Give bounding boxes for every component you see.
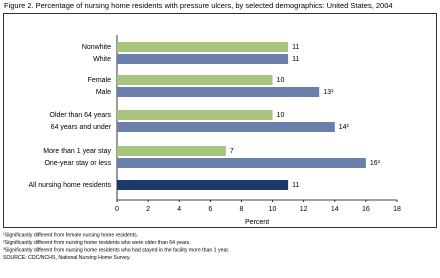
value-label: 13¹	[323, 89, 334, 96]
bar	[117, 158, 366, 168]
category-label: 64 years and under	[51, 124, 112, 131]
bar	[117, 54, 289, 64]
x-tick-label: 12	[300, 206, 308, 213]
bar	[117, 87, 320, 97]
value-label: 11	[292, 56, 299, 63]
x-tick-label: 0	[115, 206, 119, 213]
x-tick-label: 10	[269, 206, 277, 213]
bar	[117, 180, 289, 190]
chart-title: Figure 2. Percentage of nursing home res…	[4, 1, 393, 10]
chart-frame	[3, 13, 437, 228]
category-label: Female	[88, 77, 111, 84]
footnote: ³Significantly different from nursing ho…	[3, 247, 229, 253]
x-tick-label: 16	[362, 206, 370, 213]
footnote: ¹Significantly different from female nur…	[3, 232, 138, 238]
value-label: 16³	[370, 160, 381, 167]
bar	[117, 75, 273, 85]
bar	[117, 110, 273, 120]
value-label: 14²	[339, 124, 350, 131]
x-tick-label: 2	[146, 206, 150, 213]
x-tick-label: 6	[208, 206, 212, 213]
x-tick-label: 8	[239, 206, 243, 213]
footnote: ²Significantly different from nursing ho…	[3, 240, 191, 246]
category-label: Nonwhite	[82, 44, 111, 51]
bar	[117, 42, 289, 52]
x-tick-label: 14	[331, 206, 339, 213]
value-label: 10	[277, 77, 285, 84]
value-label: 11	[292, 182, 299, 189]
x-tick-label: 4	[177, 206, 181, 213]
bar	[117, 146, 226, 156]
x-axis-label: Percent	[245, 219, 269, 226]
category-label: Male	[96, 89, 111, 96]
category-label: Older than 64 years	[50, 112, 112, 119]
value-label: 7	[230, 148, 234, 155]
footnote: SOURCE: CDC/NCHS, National Nursing Home …	[3, 255, 131, 261]
category-label: All nursing home residents	[29, 182, 112, 189]
value-label: 10	[277, 112, 285, 119]
x-tick-label: 18	[393, 206, 401, 213]
category-label: White	[93, 56, 111, 63]
category-label: More than 1 year stay	[43, 148, 111, 155]
bar	[117, 122, 335, 132]
category-label: One-year stay or less	[44, 160, 111, 167]
value-label: 11	[292, 44, 299, 51]
